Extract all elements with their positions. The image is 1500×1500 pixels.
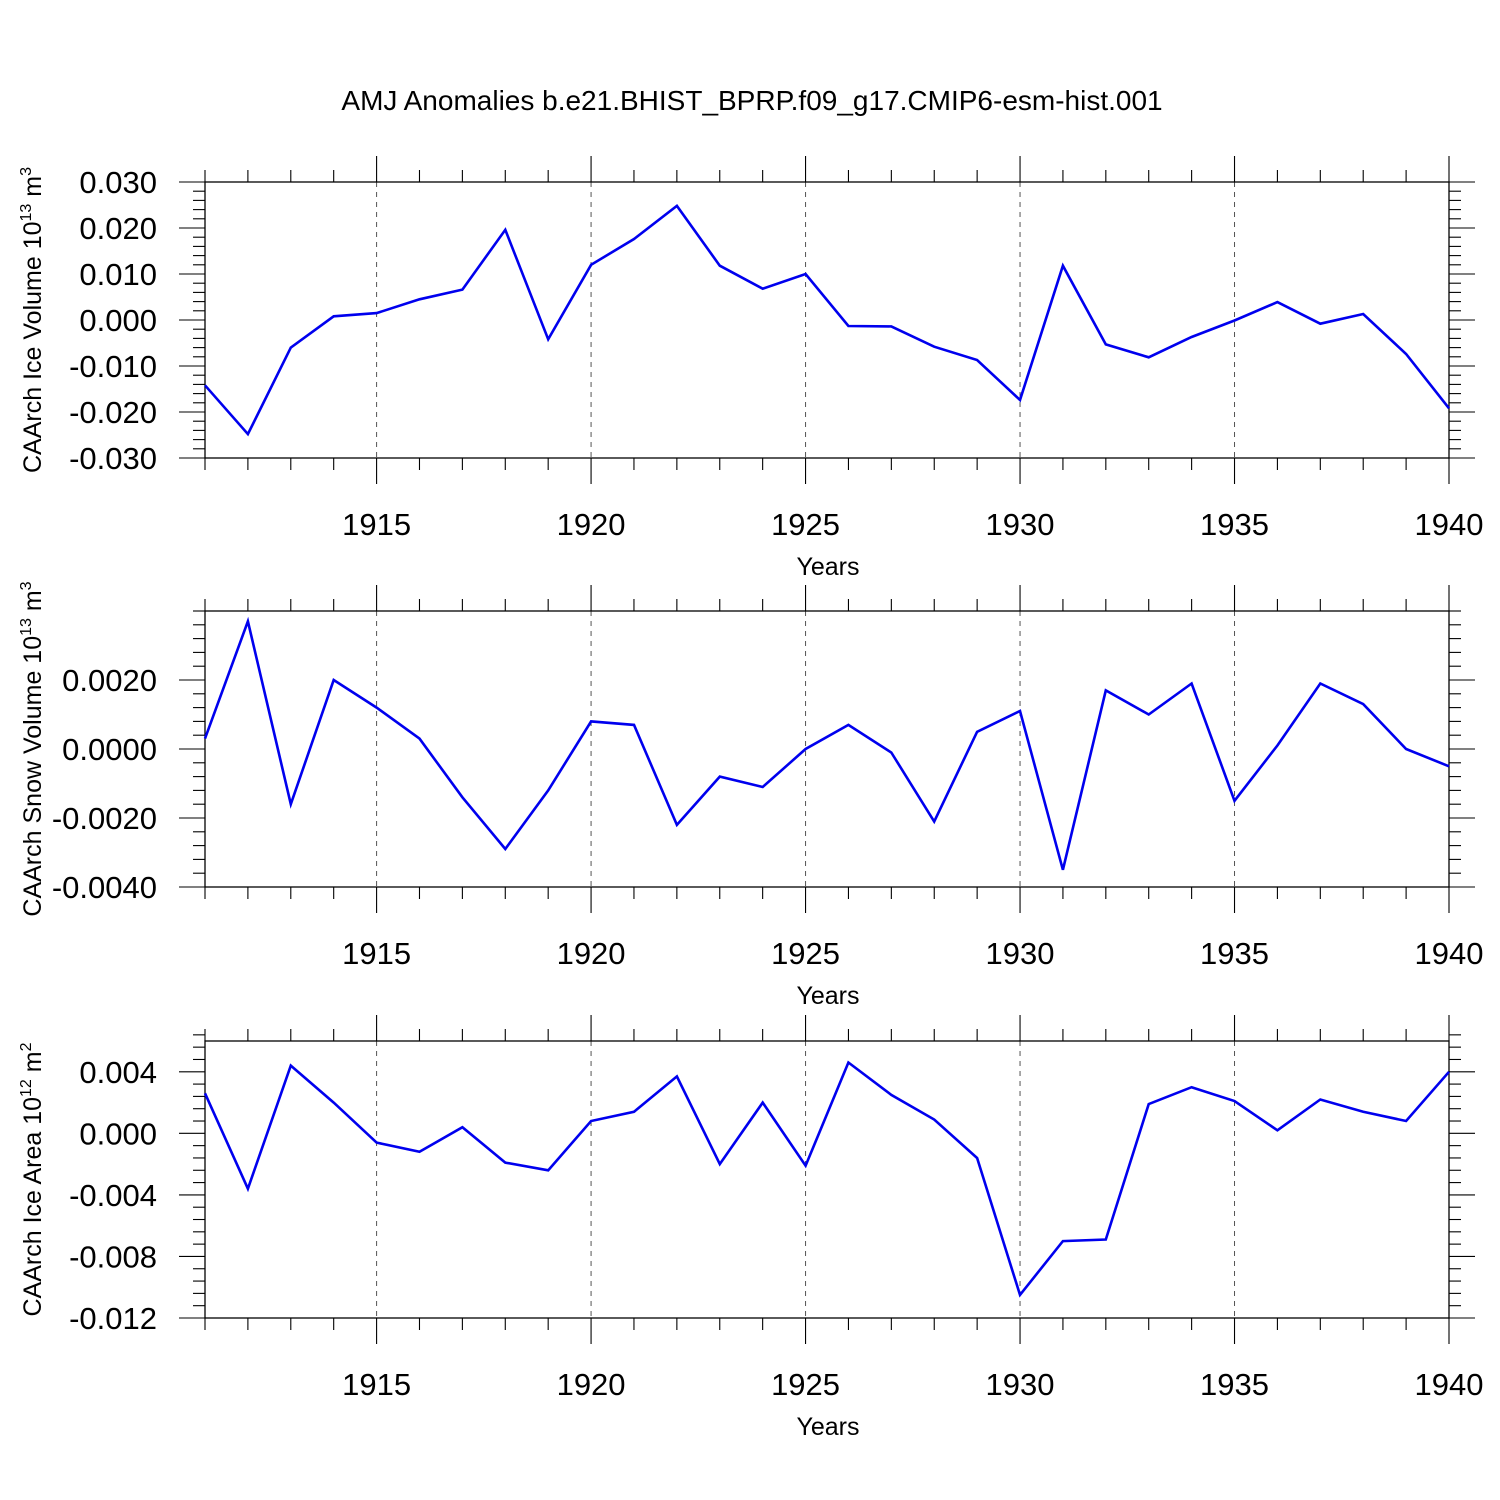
x-tick-label: 1930 — [986, 936, 1055, 971]
y-tick-label: -0.0020 — [52, 801, 157, 836]
y-axis-title-unitexp: 3 — [18, 581, 35, 590]
series-line — [203, 1060, 1450, 1298]
panel-3: -0.012 -0.008 -0.004 0.000 0.004 1915 1920 1925… — [18, 1015, 1483, 1441]
y-tick-label: 0.0000 — [62, 732, 157, 767]
x-tick-label: 1925 — [771, 507, 840, 542]
y-tick-label: 0.000 — [79, 303, 157, 338]
x-tick-label: 1920 — [557, 507, 626, 542]
y-axis-title-exp: 13 — [18, 204, 35, 222]
y-tick-label: -0.010 — [69, 349, 157, 384]
plot-frame — [204, 610, 1450, 888]
y-axis-title-unitexp: 3 — [18, 167, 35, 176]
y-axis-title-unitexp: 2 — [18, 1042, 35, 1051]
y-tick-label: 0.004 — [79, 1055, 157, 1090]
panel-1: -0.030 -0.020 -0.010 0.000 0.010 0.020 0.030 19… — [18, 156, 1483, 581]
x-tick-label: 1935 — [1200, 936, 1269, 971]
x-tick-label: 1915 — [342, 507, 411, 542]
y-tick-label: 0.020 — [79, 211, 157, 246]
y-tick-label: -0.0040 — [52, 870, 157, 905]
y-axis-title-exp: 13 — [18, 618, 35, 636]
series-line — [203, 616, 1450, 871]
y-axis-title-main: CAArch Ice Area 10 — [19, 1097, 47, 1317]
y-axis-title: CAArch Ice Area 1012 m2 — [18, 1042, 47, 1316]
y-tick-label: 0.030 — [79, 165, 157, 200]
x-axis-title: Years — [796, 982, 859, 1010]
y-axis-title-unit: m — [19, 176, 47, 204]
y-tick-label: -0.004 — [69, 1178, 157, 1213]
x-tick-label: 1935 — [1200, 1367, 1269, 1402]
x-axis-title: Years — [796, 553, 859, 581]
x-tick-label: 1915 — [342, 936, 411, 971]
y-tick-label: -0.012 — [69, 1301, 157, 1336]
plot-frame — [204, 1040, 1450, 1319]
y-tick-label: -0.008 — [69, 1239, 157, 1274]
y-tick-label: 0.0020 — [62, 663, 157, 698]
y-tick-label: -0.020 — [69, 395, 157, 430]
y-axis-title-exp: 12 — [18, 1079, 35, 1097]
x-tick-label: 1925 — [771, 936, 840, 971]
y-tick-label: 0.000 — [79, 1116, 157, 1151]
y-axis-title-unit: m — [19, 1051, 47, 1079]
series-line — [204, 204, 1451, 437]
x-tick-label: 1940 — [1415, 507, 1484, 542]
x-tick-label: 1930 — [986, 1367, 1055, 1402]
y-axis-title-main: CAArch Snow Volume 10 — [19, 636, 47, 917]
y-axis-title: CAArch Ice Volume 1013 m3 — [18, 167, 47, 473]
panel-2: -0.0040 -0.0020 0.0000 0.0020 1915 1920 1925 19… — [18, 581, 1483, 1010]
y-axis-title: CAArch Snow Volume 1013 m3 — [18, 581, 47, 916]
y-axis-title-unit: m — [19, 590, 47, 618]
x-tick-label: 1935 — [1200, 507, 1269, 542]
x-tick-label: 1920 — [557, 936, 626, 971]
x-tick-label: 1915 — [342, 1367, 411, 1402]
x-tick-label: 1925 — [771, 1367, 840, 1402]
figure-title: AMJ Anomalies b.e21.BHIST_BPRP.f09_g17.C… — [341, 85, 1162, 116]
y-axis-title-main: CAArch Ice Volume 10 — [19, 221, 47, 473]
y-tick-label: -0.030 — [69, 441, 157, 476]
x-axis-title: Years — [796, 1413, 859, 1441]
y-tick-label: 0.010 — [79, 257, 157, 292]
x-tick-label: 1920 — [557, 1367, 626, 1402]
x-tick-label: 1940 — [1415, 936, 1484, 971]
x-tick-label: 1930 — [986, 507, 1055, 542]
x-tick-label: 1940 — [1415, 1367, 1484, 1402]
plot-frame — [204, 181, 1450, 459]
